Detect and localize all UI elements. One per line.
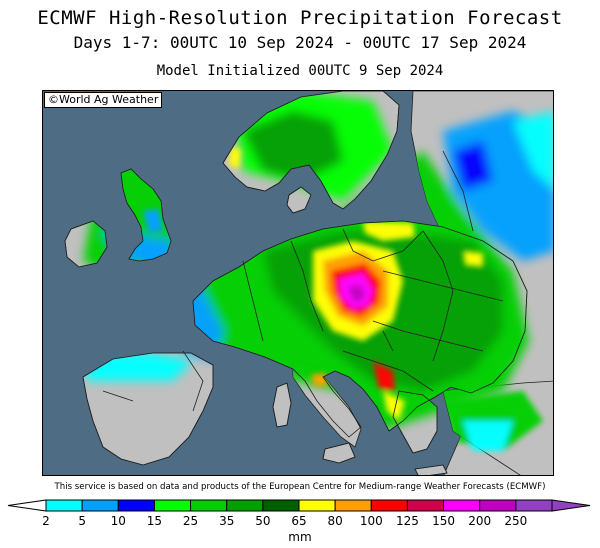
legend-swatch <box>190 499 228 512</box>
model-init-time: Model Initialized 00UTC 9 Sep 2024 <box>156 63 444 79</box>
copyright-label: ©World Ag Weather <box>44 92 163 108</box>
precipitation-map <box>42 90 554 476</box>
legend-tick-label: 150 <box>432 514 455 528</box>
legend-tick-label: 15 <box>147 514 162 528</box>
legend-tick-label: 250 <box>504 514 527 528</box>
map-title: ECMWF High-Resolution Precipitation Fore… <box>37 7 563 29</box>
legend-swatch <box>81 499 119 512</box>
legend-tick-label: 80 <box>328 514 343 528</box>
legend-swatch <box>262 499 300 512</box>
legend-swatch <box>479 499 517 512</box>
legend-tick-label: 125 <box>396 514 419 528</box>
legend-tick-label: 25 <box>183 514 198 528</box>
legend-swatch <box>370 499 408 512</box>
legend-swatch <box>298 499 336 512</box>
ecmwf-disclaimer: This service is based on data and produc… <box>54 482 546 492</box>
legend-swatch <box>45 499 83 512</box>
legend-unit: mm <box>288 530 312 544</box>
legend-tick-label: 65 <box>291 514 306 528</box>
legend-tick-label: 10 <box>111 514 126 528</box>
legend-swatch <box>406 499 445 512</box>
legend-swatch <box>226 499 264 512</box>
legend-swatch <box>515 499 553 512</box>
legend-swatch <box>117 499 155 512</box>
legend-swatch <box>334 499 372 512</box>
legend-tick-label: 200 <box>468 514 491 528</box>
legend-tick-label: 5 <box>78 514 86 528</box>
legend-tick-label: 100 <box>360 514 383 528</box>
legend-tick-label: 35 <box>219 514 234 528</box>
precipitation-legend: 2 5 10 15 25 35 50 65 80 100 125 150 200 250 <box>7 499 591 528</box>
legend-swatch <box>153 499 192 512</box>
legend-arrow-high <box>551 499 591 512</box>
legend-tick-label: 50 <box>255 514 270 528</box>
legend-swatch <box>443 499 481 512</box>
legend-tick-label: 2 <box>42 514 50 528</box>
legend-arrow-low <box>7 499 47 512</box>
forecast-period: Days 1-7: 00UTC 10 Sep 2024 - 00UTC 17 S… <box>73 33 527 52</box>
